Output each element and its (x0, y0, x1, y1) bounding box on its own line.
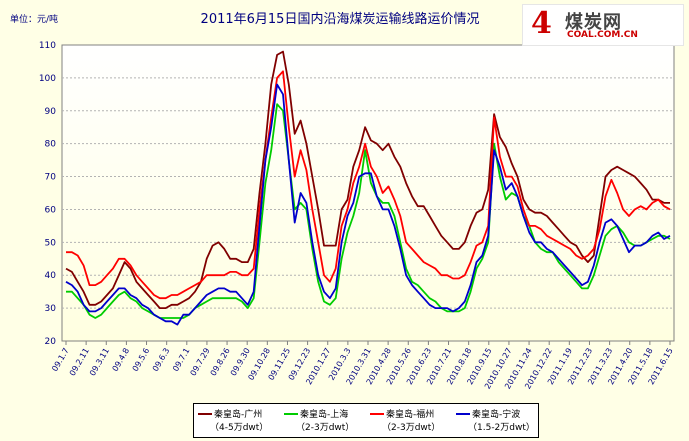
legend-sublabel: （4-5万dwt） (210, 423, 269, 433)
legend-label: 秦皇岛-宁波 (472, 410, 521, 420)
y-tick-label: 30 (45, 304, 57, 314)
logo-domain: COAL.COM.CN (567, 30, 638, 40)
logo-name: 煤炭网 (565, 12, 622, 33)
gridlines (62, 77, 674, 309)
x-tick-label: 09.1.7 (50, 347, 71, 374)
series-line-3 (65, 83, 671, 326)
coal-logo: 4 煤炭网 COAL.COM.CN (522, 4, 684, 46)
y-tick-label: 80 (45, 140, 57, 150)
series-line-0 (65, 50, 670, 310)
legend-sublabel: （1.5-2万dwt） (468, 423, 535, 433)
series-line-2 (66, 70, 671, 300)
x-tick-label: 09.4.8 (111, 347, 132, 374)
plot-area (61, 44, 675, 342)
y-tick-label: 100 (39, 74, 56, 84)
series-lines (65, 50, 671, 326)
y-tick-label: 50 (45, 238, 57, 248)
legend-sublabel: （2-3万dwt） (296, 423, 355, 433)
y-tick-label: 60 (45, 205, 57, 215)
y-axis: 20 30 40 50 60 70 80 90 100 110 (39, 41, 56, 347)
legend-sublabel: （2-3万dwt） (382, 423, 441, 433)
chart-title: 2011年6月15日国内沿海煤炭运输线路运价情况 (200, 12, 480, 27)
y-tick-label: 90 (45, 107, 57, 117)
legend-swatch (456, 413, 470, 415)
x-tick-label: 09.6.3 (151, 347, 172, 374)
y-tick-label: 20 (45, 337, 57, 347)
legend: 秦皇岛-广州 （4-5万dwt） 秦皇岛-上海 （2-3万dwt） 秦皇岛-福州… (193, 403, 539, 438)
y-axis-unit-label: 单位：元/吨 (10, 15, 59, 25)
y-tick-label: 40 (45, 271, 57, 281)
logo-mark-icon: 4 (531, 6, 552, 41)
series-line-1 (66, 103, 671, 319)
legend-swatch (198, 413, 212, 415)
y-tick-label: 70 (45, 173, 57, 183)
legend-swatch (284, 413, 298, 415)
legend-label: 秦皇岛-广州 (214, 410, 263, 420)
legend-swatch (370, 413, 384, 415)
legend-label: 秦皇岛-福州 (386, 410, 435, 420)
legend-label: 秦皇岛-上海 (300, 410, 349, 420)
x-tick-label: 09.7.1 (171, 347, 192, 374)
x-tick-label: 09.5.6 (131, 347, 152, 374)
x-tick-label: 09.3.11 (88, 347, 111, 378)
y-tick-label: 110 (39, 41, 56, 51)
